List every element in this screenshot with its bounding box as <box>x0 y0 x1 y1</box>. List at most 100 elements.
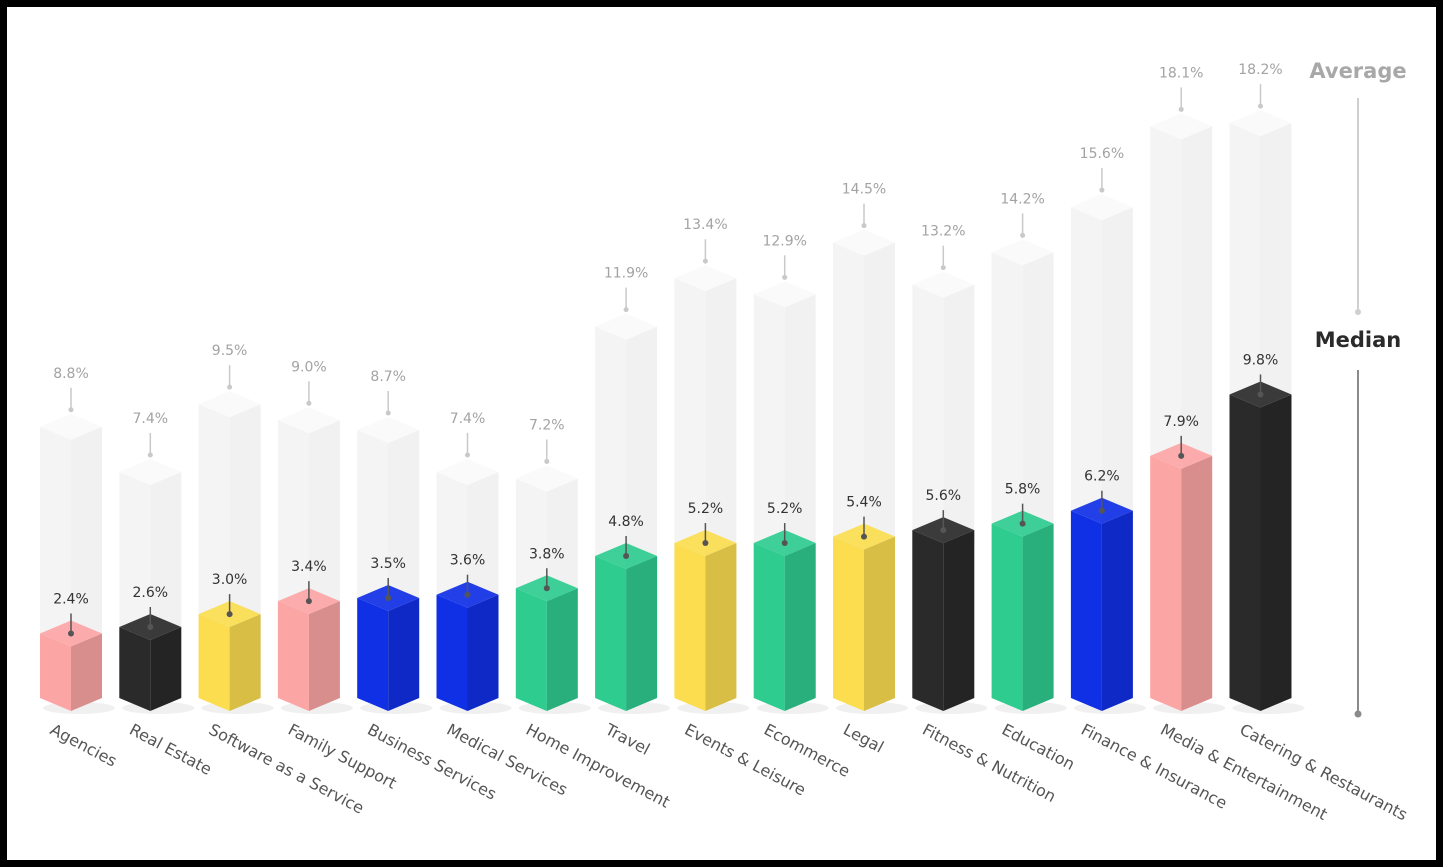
median-dot <box>702 540 709 547</box>
average-value-label: 7.2% <box>529 417 565 433</box>
median-bar-left-face <box>119 627 151 711</box>
median-value-label: 3.5% <box>370 556 406 572</box>
median-bar-left-face <box>595 555 627 711</box>
median-bar-right-face <box>1101 510 1133 711</box>
bar-group: 14.2% 5.8% <box>991 191 1054 711</box>
category-label: Travel <box>601 719 653 759</box>
median-value-label: 4.8% <box>608 514 644 530</box>
average-bar-top-face <box>515 465 578 492</box>
median-bar-left-face <box>1150 455 1182 711</box>
average-bar-top-face <box>436 458 499 485</box>
category-label-group: Business Services <box>364 720 499 804</box>
median-value-label: 5.2% <box>688 501 724 517</box>
median-bar-left-face <box>753 543 785 711</box>
median-value-label: 6.2% <box>1084 469 1120 485</box>
median-bar-left-face <box>912 530 944 711</box>
category-label-group: Finance & Insurance <box>1078 720 1230 813</box>
median-dot <box>543 585 550 592</box>
bar-group: 15.6% 6.2% <box>1070 146 1133 711</box>
average-dot <box>1099 187 1105 193</box>
median-bar-right-face <box>150 627 182 711</box>
average-value-label: 8.8% <box>53 366 89 382</box>
median-bar-right-face <box>705 543 737 711</box>
bar-group: 11.9% 4.8% <box>595 266 658 711</box>
median-bar-left-face <box>436 594 468 711</box>
bar-group: 9.0% 3.4% <box>277 359 340 711</box>
median-bar-right-face <box>1260 394 1292 711</box>
median-bar-right-face <box>229 614 261 711</box>
median-dot <box>147 624 154 631</box>
average-value-label: 11.9% <box>604 266 648 282</box>
average-dot <box>702 258 708 264</box>
median-dot <box>1098 507 1105 514</box>
average-dot <box>1020 232 1026 238</box>
median-bar-right-face <box>943 530 975 711</box>
average-value-label: 7.4% <box>450 411 486 427</box>
bar-group: 8.8% 2.4% <box>40 366 102 711</box>
bar-group: 7.4% 3.6% <box>436 411 499 711</box>
average-value-label: 12.9% <box>762 233 806 249</box>
average-value-label: 9.0% <box>291 359 327 375</box>
median-bar-left-face <box>1229 394 1261 711</box>
median-bar-left-face <box>40 633 71 711</box>
median-bar-right-face <box>864 536 895 711</box>
median-value-label: 2.4% <box>53 591 89 607</box>
median-bar-left-face <box>515 588 547 711</box>
bar-chart: 8.8% 2.4% Agencies 7.4% 2.6% Real Estate 9.5% 3… <box>40 59 1411 824</box>
median-dot <box>781 540 788 547</box>
median-dot <box>1257 391 1264 398</box>
median-bar-right-face <box>1181 455 1213 711</box>
bar-group: 12.9% 5.2% <box>753 233 816 711</box>
average-dot <box>1178 106 1184 112</box>
average-value-label: 8.7% <box>370 369 406 385</box>
median-bar-left-face <box>991 523 1023 711</box>
median-value-label: 5.6% <box>926 488 962 504</box>
average-dot <box>544 458 550 464</box>
median-dot <box>385 594 392 601</box>
average-value-label: 14.2% <box>1000 191 1044 207</box>
average-bar-top-face <box>277 407 340 434</box>
average-bar-top-face <box>753 281 816 308</box>
median-value-label: 3.6% <box>450 553 486 569</box>
median-bar-left-face <box>198 614 230 711</box>
median-value-label: 9.8% <box>1243 352 1279 368</box>
median-value-label: 5.8% <box>1005 482 1041 498</box>
median-dot <box>226 611 233 618</box>
median-dot <box>623 552 630 559</box>
median-value-label: 2.6% <box>133 585 169 601</box>
median-bar-right-face <box>308 601 340 711</box>
average-value-label: 18.1% <box>1159 65 1203 81</box>
average-dot <box>623 307 629 313</box>
median-bar-right-face <box>784 543 816 711</box>
bar-group: 7.2% 3.8% <box>515 417 578 711</box>
bar-group: 18.2% 9.8% <box>1229 62 1292 711</box>
median-bar-left-face <box>277 601 309 711</box>
bar-group: 13.4% 5.2% <box>674 217 737 711</box>
category-label-group: Real Estate <box>126 720 215 779</box>
average-dot <box>68 407 74 413</box>
median-bar-right-face <box>388 597 420 711</box>
category-label-group: Legal <box>840 720 887 757</box>
median-bar-right-face <box>626 555 658 711</box>
median-bar-left-face <box>1070 510 1102 711</box>
average-value-label: 7.4% <box>133 411 169 427</box>
category-label-group: Agencies <box>47 720 120 771</box>
bar-group: 8.7% 3.5% <box>357 369 420 711</box>
median-value-label: 7.9% <box>1163 414 1199 430</box>
category-label-group: Fitness & Nutrition <box>919 720 1059 806</box>
median-dot <box>940 527 947 534</box>
average-dot <box>465 452 470 458</box>
median-dot <box>464 591 471 598</box>
median-bar-right-face <box>1022 523 1054 711</box>
average-bar-top-face <box>991 239 1054 266</box>
median-bar-left-face <box>833 536 864 711</box>
legend-median-dot <box>1354 710 1362 718</box>
median-value-label: 3.4% <box>291 559 327 575</box>
median-bar-left-face <box>674 543 706 711</box>
bar-group: 14.5% 5.4% <box>833 182 895 711</box>
average-bar-top-face <box>912 271 975 298</box>
category-label: Business Services <box>364 720 499 804</box>
average-bar-top-face <box>1229 110 1292 137</box>
category-label: Agencies <box>47 720 120 771</box>
